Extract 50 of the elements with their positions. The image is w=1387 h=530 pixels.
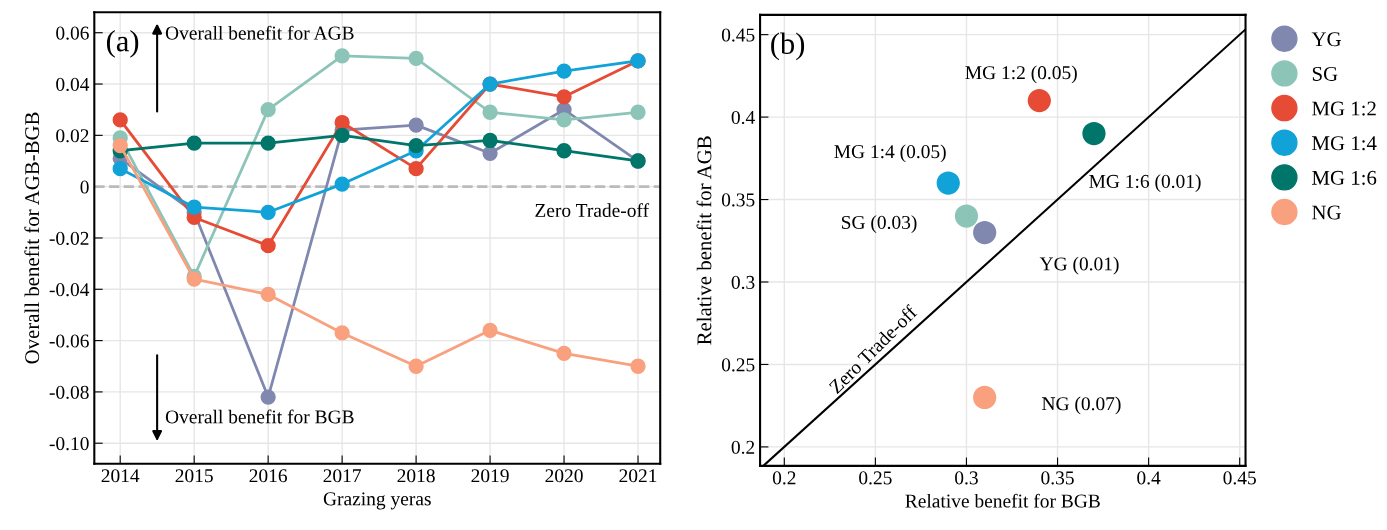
y-tick-label: -0.06 (49, 334, 89, 348)
annotation: MG 1:4 (0.05) (834, 144, 946, 163)
y-tick-label: 0.02 (56, 129, 89, 143)
annotation: MG 1:6 (0.01) (1089, 174, 1201, 192)
x-tick-label: 0.45 (1223, 471, 1256, 485)
legend-label: MG 1:6 (1312, 170, 1377, 185)
annotation: Overall benefit for BGB (165, 409, 354, 424)
x-tick-label: 0.35 (1041, 471, 1074, 485)
legend-label: MG 1:4 (1312, 136, 1377, 151)
x-tick-label: 2014 (101, 469, 140, 483)
x-tick-label: 2020 (545, 469, 583, 483)
x-tick-label: 2016 (249, 469, 288, 483)
y-tick-label: 0.06 (56, 26, 89, 40)
annotation: Overall benefit for AGB (165, 25, 354, 40)
y-tick-label: 0.45 (721, 28, 755, 42)
x-tick-label: 0.4 (1137, 471, 1161, 485)
y-axis-title: Overall benefit for AGB-BGB (24, 112, 40, 364)
y-tick-label: 0.04 (56, 77, 90, 92)
x-axis-title: Grazing yeras (323, 492, 431, 510)
legend-label: NG (1312, 205, 1341, 220)
y-tick-label: -0.10 (49, 437, 89, 451)
legend-label: YG (1311, 32, 1341, 47)
x-tick-label: 2021 (619, 469, 657, 483)
legend-label: MG 1:2 (1312, 101, 1376, 116)
y-tick-label: -0.08 (49, 385, 89, 399)
y-tick-label: 0.3 (731, 275, 755, 290)
ref-line-label: Zero Trade-off (535, 203, 650, 218)
x-tick-label: 0.2 (772, 471, 796, 485)
annotation: SG (0.03) (841, 215, 917, 233)
annotation: (b) (771, 32, 805, 61)
x-axis-title: Relative benefit for BGB (905, 493, 1100, 508)
y-tick-label: -0.04 (49, 283, 90, 297)
annotation: MG 1:2 (0.05) (965, 65, 1077, 84)
x-tick-label: 2017 (323, 469, 362, 483)
y-axis-title: Relative benefit for AGB (696, 136, 712, 345)
annotation: YG (0.01) (1039, 256, 1119, 275)
y-tick-label: 0.2 (731, 440, 755, 454)
x-tick-label: 0.25 (859, 471, 892, 485)
y-tick-label: 0 (80, 180, 89, 194)
x-tick-label: 2018 (397, 469, 435, 483)
y-tick-label: 0.4 (731, 110, 755, 125)
annotation: NG (0.07) (1042, 396, 1121, 415)
y-tick-label: 0.35 (721, 193, 755, 207)
legend-label: SG (1312, 66, 1338, 81)
y-tick-label: 0.25 (721, 358, 755, 372)
annotation: (a) (106, 29, 139, 58)
x-tick-label: 0.3 (955, 471, 978, 485)
x-tick-label: 2015 (175, 469, 213, 483)
x-tick-label: 2019 (471, 469, 509, 483)
y-tick-label: -0.02 (49, 231, 89, 245)
